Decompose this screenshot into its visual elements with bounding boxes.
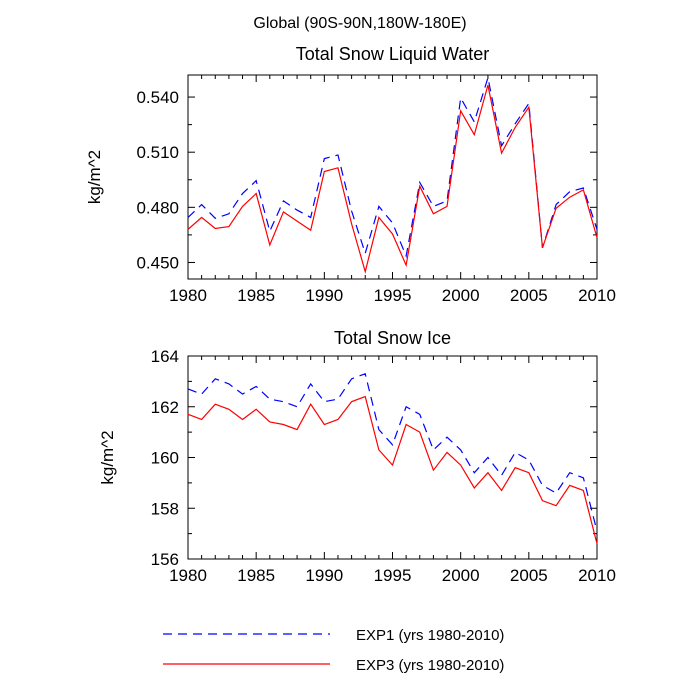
x-tick-label: 1990 xyxy=(305,566,343,585)
x-tick-label: 2010 xyxy=(578,286,616,305)
y-tick-label: 160 xyxy=(151,449,179,468)
panel-snow-ice: Total Snow Ice kg/m^2 1980 1985 1990 1995 2000… xyxy=(98,328,616,585)
y-tick-label: 164 xyxy=(151,347,179,366)
panel-snow-liquid-water: Total Snow Liquid Water kg/m^2 1980 1985 199… xyxy=(85,44,616,305)
x-tick-label: 1995 xyxy=(374,286,412,305)
y-axis-label: kg/m^2 xyxy=(98,430,117,484)
x-tick-label: 2005 xyxy=(510,566,548,585)
x-tick-label: 1990 xyxy=(305,286,343,305)
x-tick-label: 1985 xyxy=(237,286,275,305)
y-tick-label: 162 xyxy=(151,398,179,417)
y-tick-label: 0.510 xyxy=(136,143,179,162)
y-tick-label: 0.540 xyxy=(136,88,179,107)
series-line-exp3 xyxy=(187,395,598,544)
series-line-exp1 xyxy=(187,372,598,532)
panel-title: Total Snow Ice xyxy=(334,328,451,348)
series-line-exp3 xyxy=(187,84,598,274)
x-tick-label: 2000 xyxy=(442,566,480,585)
y-tick-label: 0.450 xyxy=(136,253,179,272)
y-tick-label: 0.480 xyxy=(136,198,179,217)
x-tick-label: 1985 xyxy=(237,566,275,585)
y-tick-label: 158 xyxy=(151,499,179,518)
legend-label-exp3: EXP3 (yrs 1980-2010) xyxy=(356,657,504,674)
panel-title: Total Snow Liquid Water xyxy=(296,44,489,64)
x-tick-label: 1980 xyxy=(169,286,207,305)
legend: EXP1 (yrs 1980-2010) EXP3 (yrs 1980-2010… xyxy=(163,627,504,674)
y-tick-label: 156 xyxy=(151,550,179,569)
series-line-exp1 xyxy=(187,77,598,259)
figure-title: Global (90S-90N,180W-180E) xyxy=(253,15,466,32)
x-tick-label: 2000 xyxy=(442,286,480,305)
legend-label-exp1: EXP1 (yrs 1980-2010) xyxy=(356,627,504,644)
x-tick-label: 2005 xyxy=(510,286,548,305)
x-tick-label: 1980 xyxy=(169,566,207,585)
y-axis-label: kg/m^2 xyxy=(85,150,104,204)
x-tick-label: 1995 xyxy=(374,566,412,585)
x-tick-label: 2010 xyxy=(578,566,616,585)
plot-frame xyxy=(187,355,598,560)
